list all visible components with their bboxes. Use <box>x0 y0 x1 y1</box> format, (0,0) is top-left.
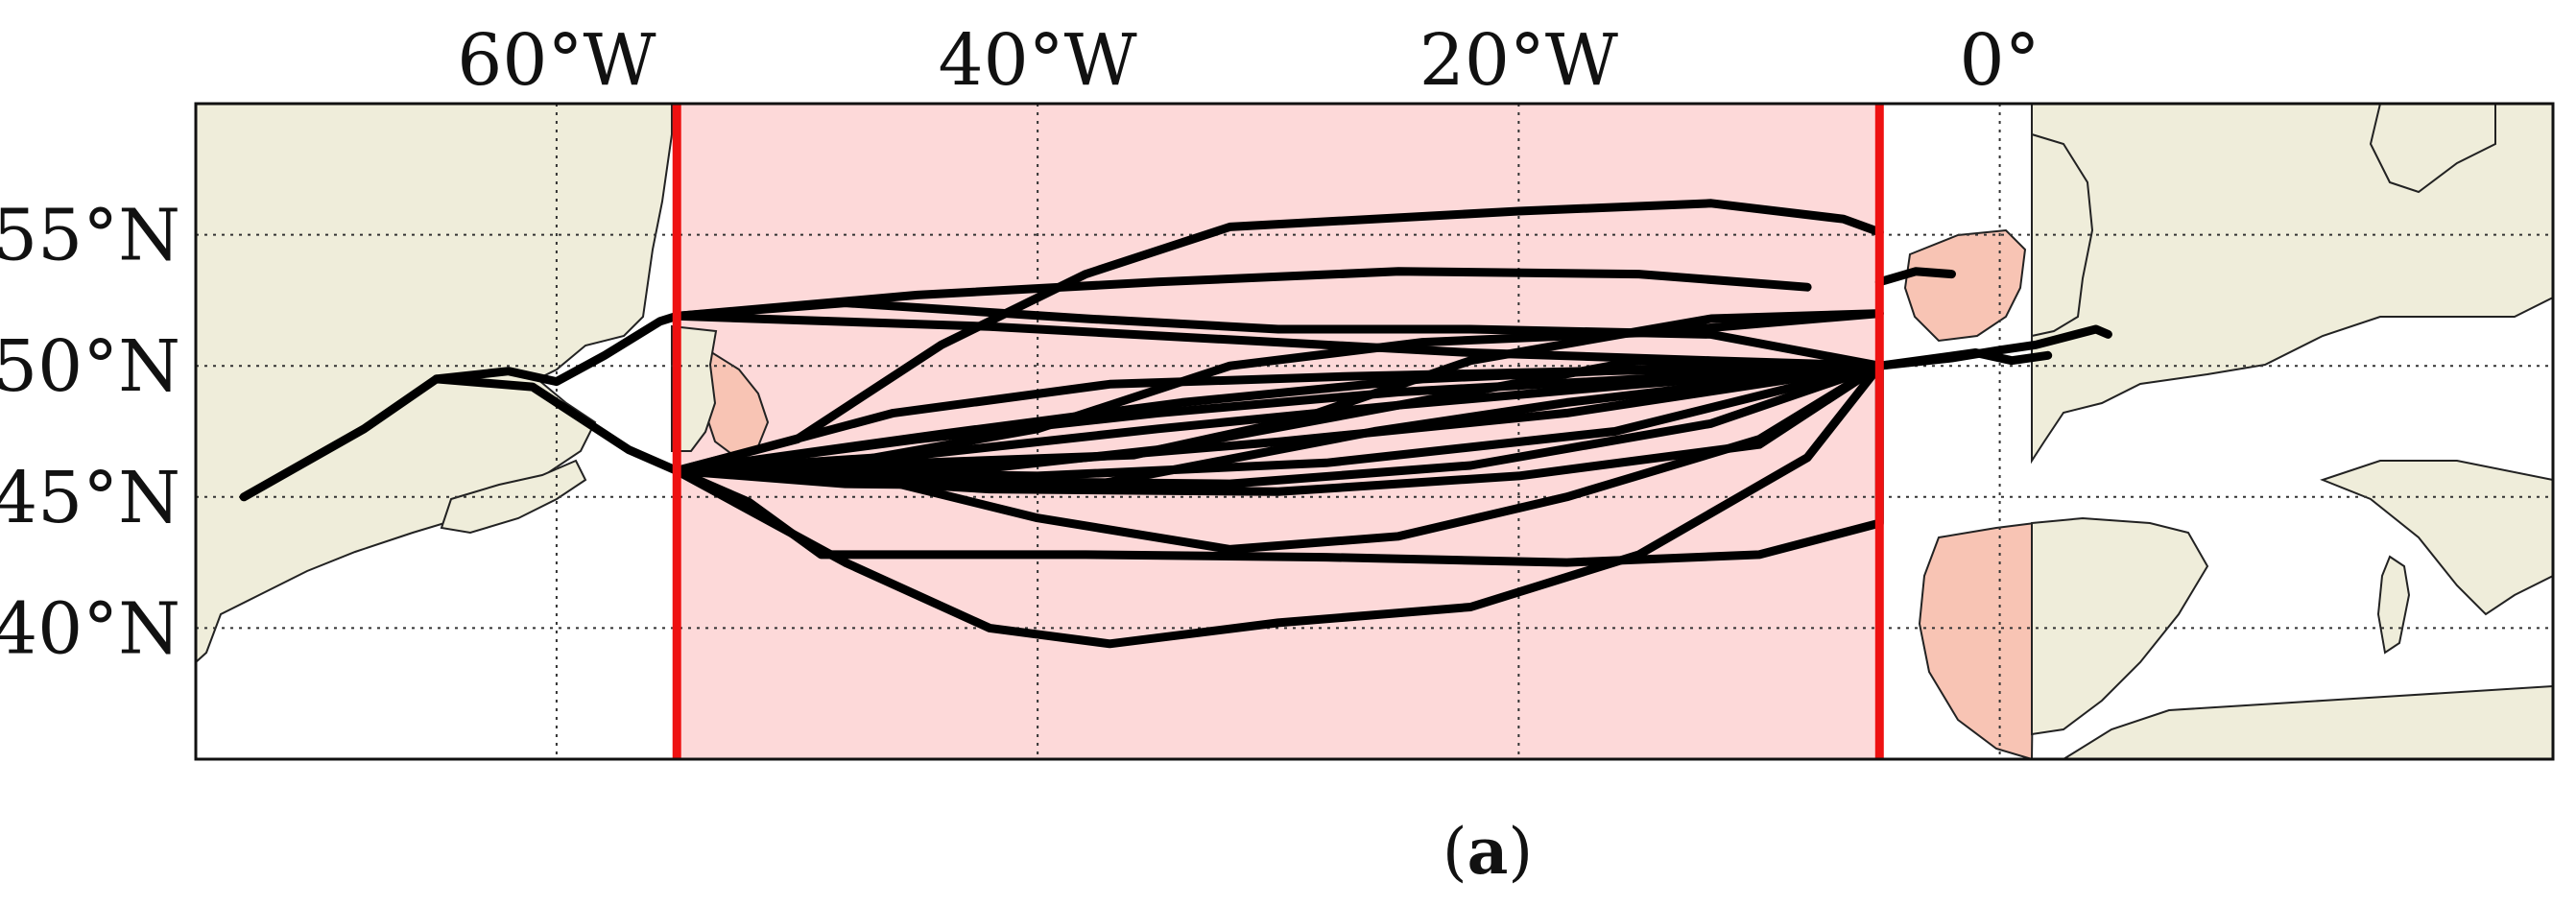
latitude-tick-label: 40°N <box>0 587 180 670</box>
figure-caption: (a) <box>1443 814 1533 889</box>
land-nova-scotia <box>440 459 587 535</box>
ship-track <box>672 309 1884 475</box>
longitude-labels: 60°W 40°W 20°W 0° <box>457 19 2039 102</box>
latitude-tick-label: 55°N <box>0 195 180 277</box>
longitude-tick-label: 40°W <box>939 19 1137 102</box>
ship-track <box>672 361 1884 475</box>
land-north-africa <box>2062 684 2553 759</box>
land-iberia-in-region <box>1918 521 2037 759</box>
ship-track <box>432 311 681 387</box>
latitude-labels: 55°N 50°N 45°N 40°N <box>0 195 180 671</box>
land-ireland <box>1903 228 2027 343</box>
ship-track <box>1874 348 2053 370</box>
ship-track <box>1874 267 1956 287</box>
ship-tracks <box>239 199 2112 649</box>
map-frame <box>194 102 2555 761</box>
ship-track <box>672 309 1884 475</box>
land-europe <box>2031 104 2553 465</box>
land-corsica-sardinia <box>2376 555 2411 655</box>
land-italy-balkans <box>2320 460 2553 616</box>
longitude-tick-label: 20°W <box>1419 19 1618 102</box>
ship-track <box>672 199 1884 475</box>
longitude-tick-label: 60°W <box>457 19 656 102</box>
land-scandinavia <box>2369 104 2496 194</box>
graticule <box>196 104 2553 759</box>
ship-track <box>672 267 1812 321</box>
ship-track <box>672 361 1884 649</box>
latitude-tick-label: 45°N <box>0 457 180 539</box>
longitude-tick-label: 0° <box>1960 19 2040 102</box>
ship-track <box>672 361 1884 496</box>
ship-track <box>239 374 681 502</box>
latitude-tick-label: 50°N <box>0 325 180 408</box>
ship-track <box>672 361 1884 489</box>
land-iberia <box>2031 516 2209 736</box>
